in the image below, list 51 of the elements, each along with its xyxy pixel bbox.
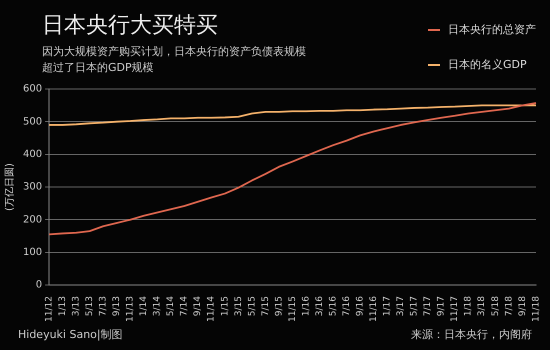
y-tick-label: 600 (22, 84, 42, 95)
x-tick-label: 5/16 (328, 296, 338, 316)
x-tick-label: 11/18 (531, 296, 542, 322)
source-note: 来源：日本央行，内阁府 (411, 327, 532, 342)
y-tick-label: 200 (22, 214, 42, 226)
y-tick-label: 0 (36, 280, 42, 291)
x-tick-label: 7/15 (260, 296, 271, 316)
legend-label: 日本央行的总资产 (448, 22, 536, 37)
x-tick-label: 11/12 (44, 296, 54, 322)
chart-title: 日本央行大买特买 (42, 12, 218, 40)
x-tick-label: 5/14 (166, 296, 176, 316)
x-tick-label: 11/17 (450, 296, 460, 322)
x-tick-label: 3/17 (396, 296, 406, 316)
x-tick-label: 7/18 (504, 296, 514, 316)
x-tick-label: 1/14 (139, 296, 150, 316)
x-tick-label: 1/17 (382, 296, 393, 316)
x-tick-label: 9/15 (274, 296, 284, 316)
x-tick-label: 3/13 (71, 296, 82, 316)
x-tick-label: 1/18 (464, 296, 474, 316)
x-tick-label: 7/13 (98, 296, 109, 316)
y-tick-label: 400 (22, 148, 42, 160)
x-tick-label: 9/17 (436, 296, 447, 316)
legend-label: 日本的名义GDP (448, 57, 527, 72)
chart-subtitle: 因为大规模资产购买计划，日本央行的资产负债表规模超过了日本的GDP规模 (42, 44, 307, 76)
x-tick-label: 11/13 (126, 296, 136, 322)
x-tick-label: 9/16 (356, 296, 366, 316)
x-tick-label: 9/13 (112, 296, 122, 316)
x-tick-label: 3/15 (234, 296, 244, 316)
x-tick-label: 3/16 (314, 296, 325, 316)
x-tick-label: 1/16 (301, 296, 312, 316)
x-tick-label: 1/15 (220, 296, 230, 316)
x-tick-label: 5/13 (85, 296, 96, 316)
y-tick-label: 300 (22, 182, 42, 193)
y-axis-title: (万亿日圆) (4, 163, 16, 211)
x-tick-label: 5/18 (490, 296, 501, 316)
x-tick-label: 5/17 (410, 296, 420, 316)
x-tick-label: 7/17 (423, 296, 434, 316)
x-tick-label: 3/18 (477, 296, 488, 316)
x-tick-label: 3/14 (152, 296, 163, 316)
x-tick-label: 11/14 (206, 296, 217, 322)
x-tick-label: 7/14 (180, 296, 190, 316)
x-tick-label: 5/15 (247, 296, 258, 316)
x-tick-label: 7/16 (342, 296, 352, 316)
text: Hideyuki Sano|制图 (18, 327, 123, 342)
x-tick-label: 9/18 (518, 296, 528, 316)
x-tick-label: 11/16 (369, 296, 380, 322)
y-tick-label: 100 (22, 246, 42, 258)
y-tick-label: 500 (22, 116, 42, 128)
x-tick-label: 1/13 (58, 296, 68, 316)
x-tick-label: 11/15 (288, 296, 298, 322)
x-tick-label: 9/14 (193, 296, 204, 316)
